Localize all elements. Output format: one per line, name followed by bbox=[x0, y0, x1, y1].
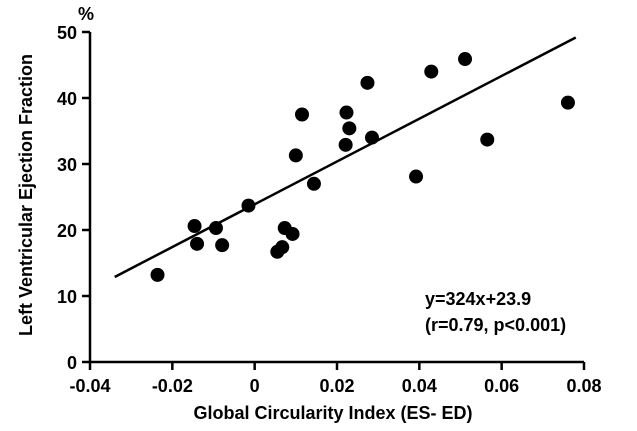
x-tick-label: 0.04 bbox=[402, 376, 437, 396]
data-point bbox=[208, 221, 223, 236]
data-point bbox=[458, 52, 473, 67]
y-tick-label: 40 bbox=[57, 89, 77, 109]
regression-statistics: (r=0.79, p<0.001) bbox=[425, 315, 566, 335]
x-tick-label: 0 bbox=[250, 376, 260, 396]
regression-line bbox=[114, 36, 577, 279]
data-point bbox=[285, 226, 300, 241]
y-tick-label: 50 bbox=[57, 23, 77, 43]
x-tick-label: 0.06 bbox=[484, 376, 519, 396]
y-axis-title: Left Ventricular Ejection Fraction bbox=[16, 54, 36, 336]
x-tick-label: 0.02 bbox=[319, 376, 354, 396]
x-tick-label: -0.04 bbox=[69, 376, 110, 396]
regression-equation: y=324x+23.9 bbox=[425, 289, 531, 309]
data-point bbox=[560, 95, 575, 110]
x-ticks: -0.04 -0.02 0 0.02 0.04 0.06 0.08 bbox=[69, 362, 602, 396]
data-point bbox=[288, 148, 303, 163]
data-point bbox=[295, 107, 310, 122]
x-axis-title: Global Circularity Index (ES- ED) bbox=[193, 403, 472, 423]
y-ticks: 0 10 20 30 40 50 bbox=[57, 23, 90, 373]
x-tick-label: 0.08 bbox=[566, 376, 601, 396]
data-point bbox=[150, 267, 165, 282]
data-point bbox=[480, 132, 495, 147]
data-point bbox=[190, 236, 205, 251]
data-point bbox=[187, 219, 202, 234]
data-point bbox=[275, 240, 290, 255]
data-point bbox=[241, 198, 256, 213]
axes bbox=[88, 32, 584, 364]
y-tick-label: 10 bbox=[57, 287, 77, 307]
data-points bbox=[150, 52, 575, 282]
data-point bbox=[360, 75, 375, 90]
data-point bbox=[339, 105, 354, 120]
data-point bbox=[306, 176, 321, 191]
y-tick-label: 30 bbox=[57, 155, 77, 175]
data-point bbox=[215, 238, 230, 253]
data-point bbox=[364, 130, 379, 145]
y-tick-label: 20 bbox=[57, 221, 77, 241]
data-point bbox=[342, 121, 357, 136]
data-point bbox=[338, 137, 353, 152]
data-point bbox=[424, 64, 439, 79]
x-tick-label: -0.02 bbox=[152, 376, 193, 396]
y-tick-label: 0 bbox=[67, 353, 77, 373]
y-axis-unit: % bbox=[78, 4, 94, 24]
data-point bbox=[409, 169, 424, 184]
